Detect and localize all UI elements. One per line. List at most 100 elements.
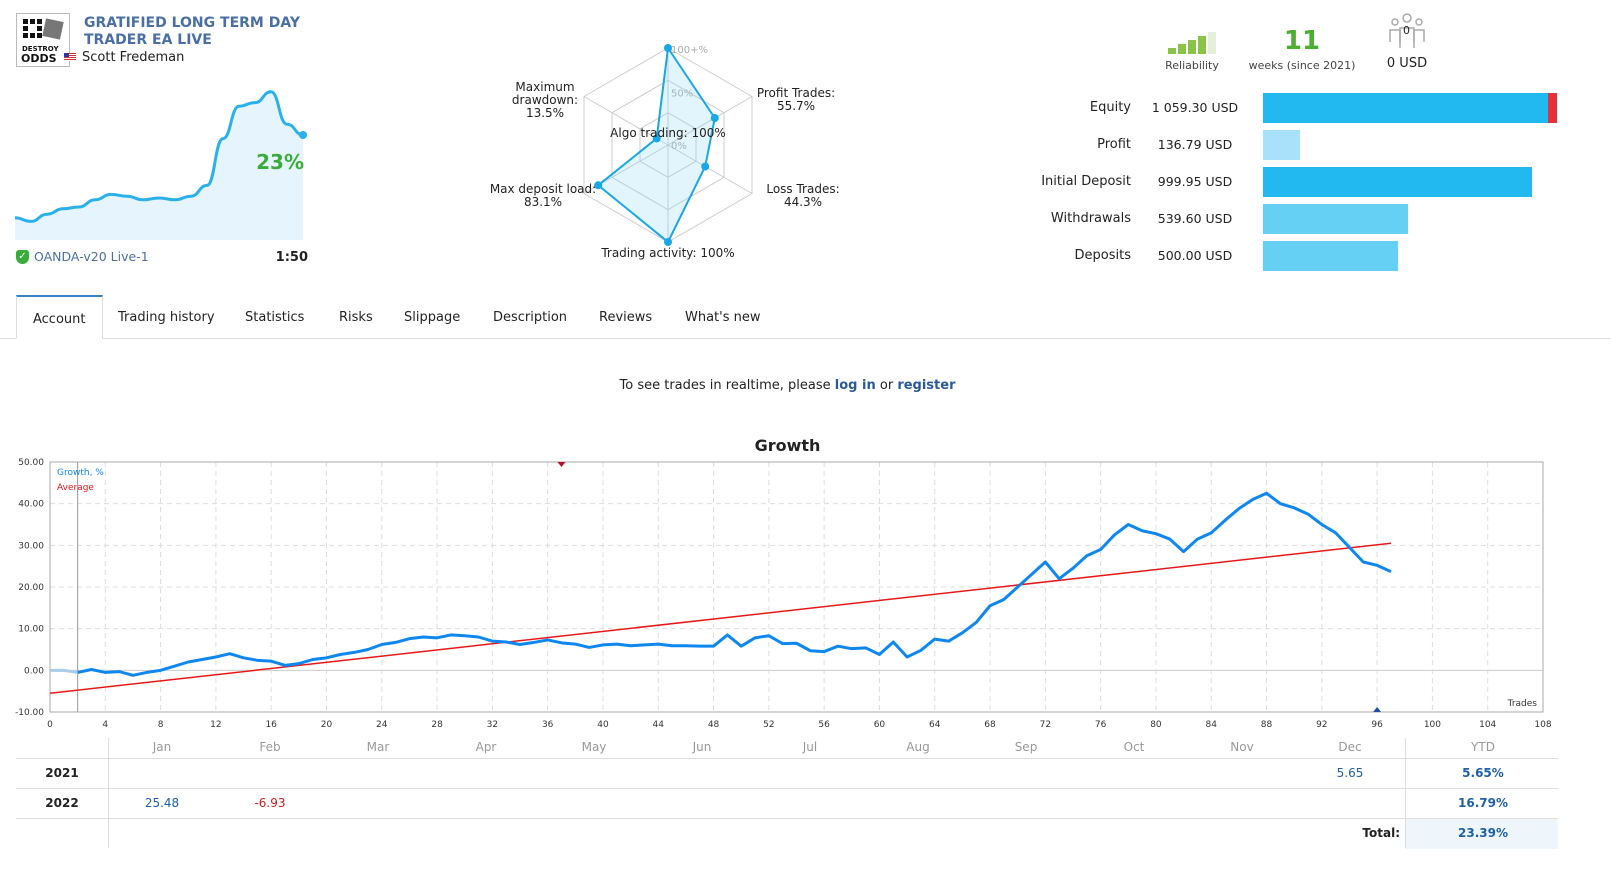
svg-text:ODDS: ODDS: [21, 52, 57, 65]
radar-axis-label: Algo trading: 100%: [610, 126, 726, 140]
x-tick-label: 48: [708, 720, 720, 730]
y-tick-label: -10.00: [15, 708, 44, 718]
month-value[interactable]: 25.48: [144, 796, 180, 810]
stat-bar-equity: [1263, 93, 1557, 123]
y-tick-label: 40.00: [18, 500, 44, 510]
trade-marker-bottom[interactable]: [1373, 707, 1382, 712]
stat-value: 999.95 USD: [1157, 174, 1233, 189]
svg-text:DESTROY: DESTROY: [22, 45, 60, 53]
month-value[interactable]: -6.93: [254, 796, 286, 810]
subscribers-icon[interactable]: 0: [1387, 12, 1427, 50]
radar-axis-label: Maximum drawdown: 13.5%: [512, 80, 578, 120]
stat-bar-deposits: [1263, 241, 1398, 271]
radar-axis-label: Max deposit load: 83.1%: [490, 182, 596, 209]
x-tick-label: 40: [597, 720, 609, 730]
month-header: Dec: [1338, 740, 1362, 754]
x-tick-label: 92: [1316, 720, 1327, 730]
x-tick-label: 0: [47, 720, 53, 730]
month-value[interactable]: 5.65: [1336, 766, 1364, 780]
radar-scale-label: 50%: [671, 89, 693, 100]
tab-description[interactable]: Description: [493, 310, 568, 325]
signal-title[interactable]: GRATIFIED LONG TERM DAY TRADER EA LIVE: [84, 15, 300, 48]
radar-point: [701, 162, 710, 171]
month-header: Jul: [802, 740, 818, 754]
table-divider: [16, 818, 1558, 819]
reliability-bar: [1198, 36, 1206, 54]
stat-label: Deposits: [1074, 248, 1131, 263]
growth-chart: 0 4 8 12 16 20 24 28 32 36 40 44 48 52 56 60 64 68 72 76 80 8…: [15, 458, 1552, 730]
tab-what-s-new[interactable]: What's new: [685, 310, 761, 325]
tab-account[interactable]: Account: [16, 295, 103, 339]
subscribers-value: 0 USD: [1386, 56, 1428, 71]
radar-point: [652, 134, 661, 143]
table-column-divider: [108, 738, 109, 848]
x-tick-label: 104: [1479, 720, 1496, 730]
reliability-bar: [1188, 40, 1196, 54]
radar-spoke: [667, 96, 753, 146]
x-tick-label: 32: [487, 720, 498, 730]
total-value: 23.39%: [1458, 826, 1508, 840]
weeks-label: weeks (since 2021): [1248, 59, 1356, 72]
growth-line-pre: [50, 668, 78, 674]
month-header: Oct: [1123, 740, 1145, 754]
reliability-label: Reliability: [1165, 59, 1219, 72]
us-flag-icon: [64, 53, 76, 61]
leverage: 1:50: [275, 250, 308, 265]
x-tick-label: 16: [265, 720, 277, 730]
reliability-icon: [1168, 30, 1218, 58]
x-tick-label: 96: [1371, 720, 1383, 730]
tab-statistics[interactable]: Statistics: [245, 310, 305, 325]
radar-axis-label: Loss Trades: 44.3%: [766, 182, 839, 209]
register-link[interactable]: register: [897, 378, 956, 393]
stat-value: 500.00 USD: [1157, 248, 1233, 263]
stat-label: Equity: [1089, 100, 1131, 115]
plot-border: [49, 461, 1544, 713]
server-name[interactable]: ✓ OANDA-v20 Live-1: [16, 249, 149, 264]
legend-growth: Growth, %: [57, 468, 104, 478]
x-tick-label: 28: [431, 720, 443, 730]
x-tick-label: 52: [763, 720, 774, 730]
reliability-bar: [1178, 44, 1186, 54]
stat-bar-initial-deposit: [1263, 167, 1532, 197]
table-column-divider: [1405, 738, 1406, 848]
sparkline-area: [15, 91, 303, 240]
month-header: May: [581, 740, 607, 754]
average-line: [49, 542, 1392, 694]
tab-trading-history[interactable]: Trading history: [118, 310, 215, 325]
y-tick-label: 10.00: [18, 625, 44, 635]
x-tick-label: 64: [929, 720, 941, 730]
y-tick-label: 30.00: [18, 541, 44, 551]
verified-shield-icon: ✓: [16, 249, 29, 264]
tab-risks[interactable]: Risks: [339, 310, 373, 325]
table-divider: [16, 788, 1558, 789]
author-name[interactable]: Scott Fredeman: [64, 50, 184, 65]
ytd-value: 5.65%: [1462, 766, 1504, 780]
login-link[interactable]: log in: [834, 378, 876, 393]
x-tick-label: 76: [1095, 720, 1107, 730]
radar-point: [664, 44, 672, 52]
x-tick-label: 72: [1040, 720, 1051, 730]
realtime-message: To see trades in realtime, please log in…: [619, 378, 956, 393]
radar-scale-label: 0%: [671, 141, 687, 152]
month-header: Sep: [1014, 740, 1038, 754]
x-tick-label: 44: [653, 720, 665, 730]
month-header: Feb: [259, 740, 281, 754]
ytd-value: 16.79%: [1458, 796, 1508, 810]
trade-marker-top[interactable]: [557, 462, 566, 467]
stat-value: 136.79 USD: [1157, 137, 1233, 152]
radar-point: [594, 181, 603, 190]
mini-growth-chart: [15, 90, 307, 240]
tab-reviews[interactable]: Reviews: [599, 310, 653, 325]
radar-polygon: [596, 45, 716, 244]
tab-slippage[interactable]: Slippage: [404, 310, 461, 325]
growth-chart-title: Growth: [754, 436, 821, 455]
radar-spoke: [667, 144, 753, 194]
stat-label: Initial Deposit: [1041, 174, 1131, 189]
year-label: 2021: [45, 766, 79, 780]
radar-scale-label: 100+%: [671, 45, 708, 56]
weeks-count: 11: [1283, 26, 1321, 56]
year-label: 2022: [45, 796, 79, 810]
growth-percent: 23%: [256, 150, 304, 174]
month-header: Mar: [366, 740, 390, 754]
radar-point: [664, 238, 672, 246]
